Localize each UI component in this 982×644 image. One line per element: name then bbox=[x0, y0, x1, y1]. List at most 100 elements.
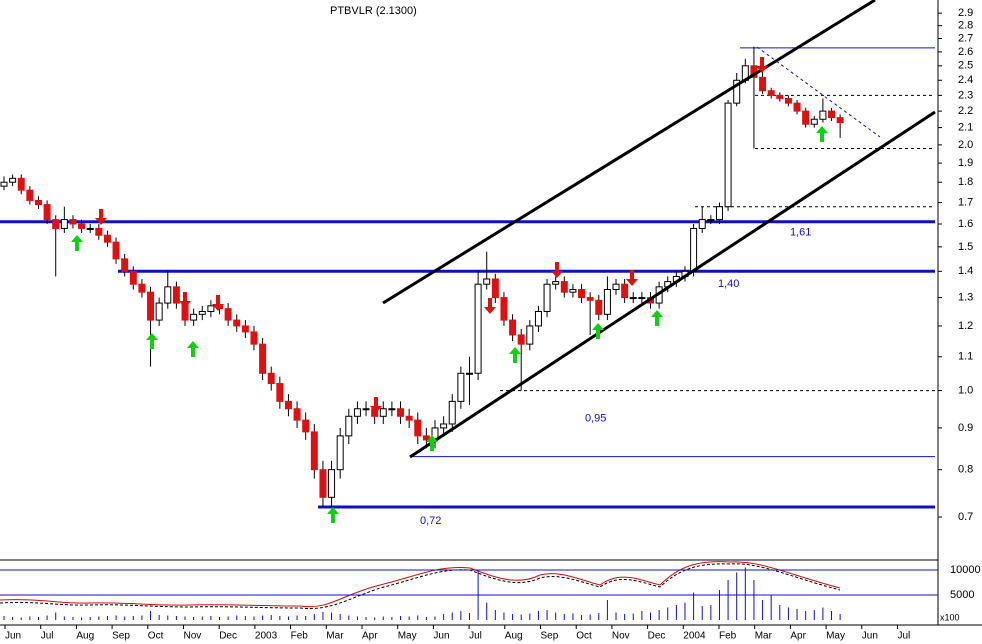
y-tick-label: 1.3 bbox=[958, 291, 973, 303]
candle-body bbox=[198, 310, 206, 315]
candle-body bbox=[233, 319, 241, 327]
x-tick-label: May bbox=[826, 631, 845, 642]
candle-body bbox=[26, 189, 34, 201]
candle-body bbox=[69, 219, 77, 225]
level-label: 1,40 bbox=[718, 278, 739, 290]
x-tick-label: Jun bbox=[5, 631, 21, 642]
candle-body bbox=[578, 288, 586, 299]
y-tick-label: 0.7 bbox=[958, 511, 973, 523]
y-tick-label: 1.9 bbox=[958, 157, 973, 169]
y-tick-label: 1.7 bbox=[958, 196, 973, 208]
candle-body bbox=[500, 297, 508, 321]
candle-body bbox=[34, 199, 42, 206]
candle-body bbox=[802, 110, 810, 125]
candle-body bbox=[267, 372, 275, 385]
candle-body bbox=[241, 325, 249, 333]
candle-body bbox=[715, 206, 723, 221]
y-tick-label: 0.9 bbox=[958, 422, 973, 434]
candle-body bbox=[595, 299, 603, 315]
candle-body bbox=[310, 431, 318, 471]
candle-body bbox=[491, 278, 499, 299]
trend-line bbox=[382, 0, 876, 305]
candle-body bbox=[733, 79, 741, 104]
candle-body bbox=[284, 400, 292, 410]
candle-body bbox=[612, 283, 620, 290]
candle-body bbox=[474, 283, 482, 374]
candle-body bbox=[293, 408, 301, 421]
x-tick-label: Oct bbox=[576, 631, 592, 642]
level-label: 1,61 bbox=[790, 227, 811, 239]
candle-body bbox=[328, 469, 336, 498]
candle-body bbox=[836, 117, 844, 124]
candle-body bbox=[759, 76, 767, 92]
candle-body bbox=[767, 90, 775, 96]
candle-body bbox=[319, 469, 327, 498]
candle-body bbox=[95, 227, 103, 236]
y-tick-label: 2.1 bbox=[958, 122, 973, 134]
candle-body bbox=[603, 288, 611, 315]
candle-body bbox=[388, 408, 396, 411]
candle-body bbox=[638, 297, 646, 300]
x-tick-label: Aug bbox=[505, 631, 523, 642]
x-tick-label: Aug bbox=[76, 631, 94, 642]
candle-body bbox=[172, 286, 180, 304]
y-tick-label: 2.6 bbox=[958, 46, 973, 58]
candle-body bbox=[362, 408, 370, 411]
candle-body bbox=[621, 283, 629, 299]
candle-body bbox=[828, 110, 836, 119]
x-tick-label: Jul bbox=[41, 631, 54, 642]
candle-body bbox=[517, 334, 525, 345]
candle-body bbox=[509, 319, 517, 336]
y-tick-label: 1.8 bbox=[958, 176, 973, 188]
x-tick-label: Nov bbox=[184, 631, 202, 642]
candle-body bbox=[224, 308, 232, 321]
candle-body bbox=[784, 97, 792, 104]
y-tick-label: 2.7 bbox=[958, 32, 973, 44]
x-tick-label: Apr bbox=[362, 631, 378, 642]
candle-body bbox=[52, 219, 60, 229]
candle-body bbox=[552, 281, 560, 285]
volume-tick-label: 5000 bbox=[950, 589, 974, 601]
candle-body bbox=[690, 227, 698, 272]
candle-body bbox=[810, 118, 818, 125]
candle-body bbox=[0, 181, 8, 187]
y-tick-label: 1.1 bbox=[958, 351, 973, 363]
x-tick-label: Mar bbox=[755, 631, 773, 642]
candle-body bbox=[138, 283, 146, 293]
level-label: 0,72 bbox=[420, 515, 441, 527]
candle-body bbox=[483, 278, 491, 285]
candle-body bbox=[526, 325, 534, 345]
candle-body bbox=[121, 258, 129, 272]
y-tick-label: 2.4 bbox=[958, 74, 973, 86]
candle-body bbox=[259, 343, 267, 374]
y-tick-label: 2.9 bbox=[958, 7, 973, 19]
y-tick-label: 1.4 bbox=[958, 265, 973, 277]
oscillator-line bbox=[0, 561, 841, 608]
candle-body bbox=[302, 419, 310, 433]
candle-body bbox=[405, 415, 413, 421]
trend-line bbox=[756, 46, 881, 138]
candle-body bbox=[534, 310, 542, 327]
chart-title: PTBVLR (2.1300) bbox=[330, 5, 417, 17]
trend-line bbox=[409, 110, 936, 459]
x-tick-label: 2003 bbox=[255, 631, 278, 642]
candle-body bbox=[345, 415, 353, 437]
level-label: 0,95 bbox=[585, 413, 606, 425]
y-tick-label: 2.8 bbox=[958, 20, 973, 32]
candle-body bbox=[586, 297, 594, 301]
x-tick-label: Oct bbox=[148, 631, 164, 642]
candle-body bbox=[793, 102, 801, 112]
x-tick-label: Jul bbox=[898, 631, 911, 642]
x-tick-label: Feb bbox=[719, 631, 737, 642]
candle-body bbox=[397, 408, 405, 417]
x-tick-label: Sep bbox=[112, 631, 130, 642]
candle-body bbox=[353, 408, 361, 417]
x-tick-label: May bbox=[398, 631, 417, 642]
x-tick-label: Apr bbox=[790, 631, 806, 642]
y-tick-label: 1.5 bbox=[958, 241, 973, 253]
y-tick-label: 2.0 bbox=[958, 139, 973, 151]
candle-body bbox=[112, 241, 120, 260]
y-tick-label: 2.5 bbox=[958, 60, 973, 72]
